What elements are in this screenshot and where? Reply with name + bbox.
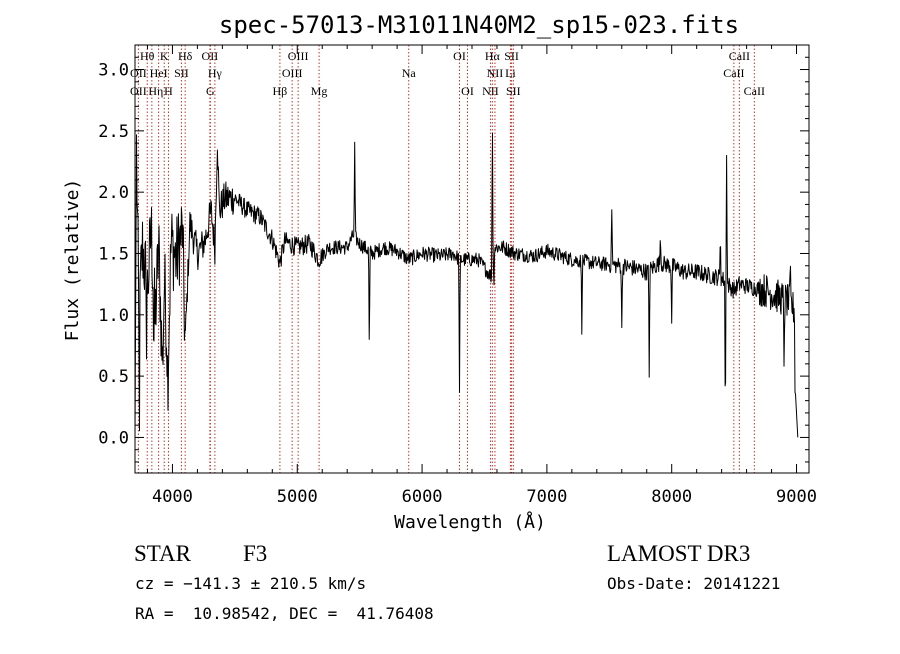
- spectrum-line: [134, 132, 799, 438]
- line-marker-label: OII: [130, 84, 147, 98]
- x-tick-label: 6000: [402, 487, 443, 507]
- line-marker-label: CaII: [723, 66, 744, 80]
- line-marker-label: Li: [505, 66, 516, 80]
- x-tick-label: 7000: [526, 487, 567, 507]
- y-tick-label: 3.0: [98, 61, 129, 81]
- line-marker-label: CaII: [744, 84, 765, 98]
- x-tick-label: 9000: [776, 487, 817, 507]
- redshift-cz: cz = −141.3 ± 210.5 km/s: [135, 574, 367, 593]
- object-subclass: F3: [243, 541, 268, 566]
- line-marker-label: Hβ: [273, 84, 288, 98]
- line-marker-label: H: [164, 84, 173, 98]
- y-tick-label: 2.0: [98, 183, 129, 203]
- line-marker-label: Hθ: [140, 49, 155, 63]
- line-marker-label: Na: [402, 66, 417, 80]
- ra-dec: RA = 10.98542, DEC = 41.76408: [135, 604, 434, 623]
- line-marker-label: G: [206, 84, 215, 98]
- x-tick-label: 5000: [277, 487, 318, 507]
- object-class: STAR: [134, 541, 191, 566]
- line-marker-label: OI: [461, 84, 474, 98]
- y-tick-label: 2.5: [98, 122, 129, 142]
- line-marker-label: OI: [453, 49, 466, 63]
- chart-title: spec-57013-M31011N40M2_sp15-023.fits: [219, 11, 739, 39]
- line-marker-label: Hη: [148, 84, 163, 98]
- line-markers: [137, 45, 755, 473]
- line-marker-label: SII: [506, 84, 521, 98]
- line-marker-label: NII: [482, 84, 499, 98]
- line-marker-label: Hγ: [208, 66, 223, 80]
- y-tick-label: 0.0: [98, 428, 129, 448]
- line-marker-label: SII: [174, 66, 189, 80]
- x-axis-label: Wavelength (Å): [394, 511, 546, 533]
- line-marker-label: OIII: [282, 66, 303, 80]
- y-tick-label: 0.5: [98, 367, 129, 387]
- line-marker-label: HeI: [150, 66, 168, 80]
- y-axis-label: Flux (relative): [62, 179, 83, 342]
- y-tick-label: 1.0: [98, 306, 129, 326]
- line-marker-label: OIII: [288, 49, 309, 63]
- line-marker-label: Hα: [485, 49, 501, 63]
- obs-date: Obs-Date: 20141221: [607, 574, 781, 593]
- x-tick-label: 4000: [152, 487, 193, 507]
- line-marker-label: Mg: [311, 84, 328, 98]
- survey-name: LAMOST DR3: [607, 541, 751, 566]
- line-marker-label: OII: [130, 66, 147, 80]
- line-marker-label: Hδ: [178, 49, 193, 63]
- x-axis-ticks: 4000 5000 6000 7000 8000 9000: [146, 45, 817, 507]
- x-tick-label: 8000: [651, 487, 692, 507]
- y-axis-ticks: 0.0 0.5 1.0 1.5 2.0 2.5 3.0: [98, 56, 809, 463]
- line-marker-label: SII: [504, 49, 519, 63]
- line-marker-label: NII: [487, 66, 504, 80]
- line-marker-label: OII: [202, 49, 219, 63]
- line-marker-label: K: [160, 49, 169, 63]
- line-marker-label: CaII: [729, 49, 750, 63]
- y-tick-label: 1.5: [98, 244, 129, 264]
